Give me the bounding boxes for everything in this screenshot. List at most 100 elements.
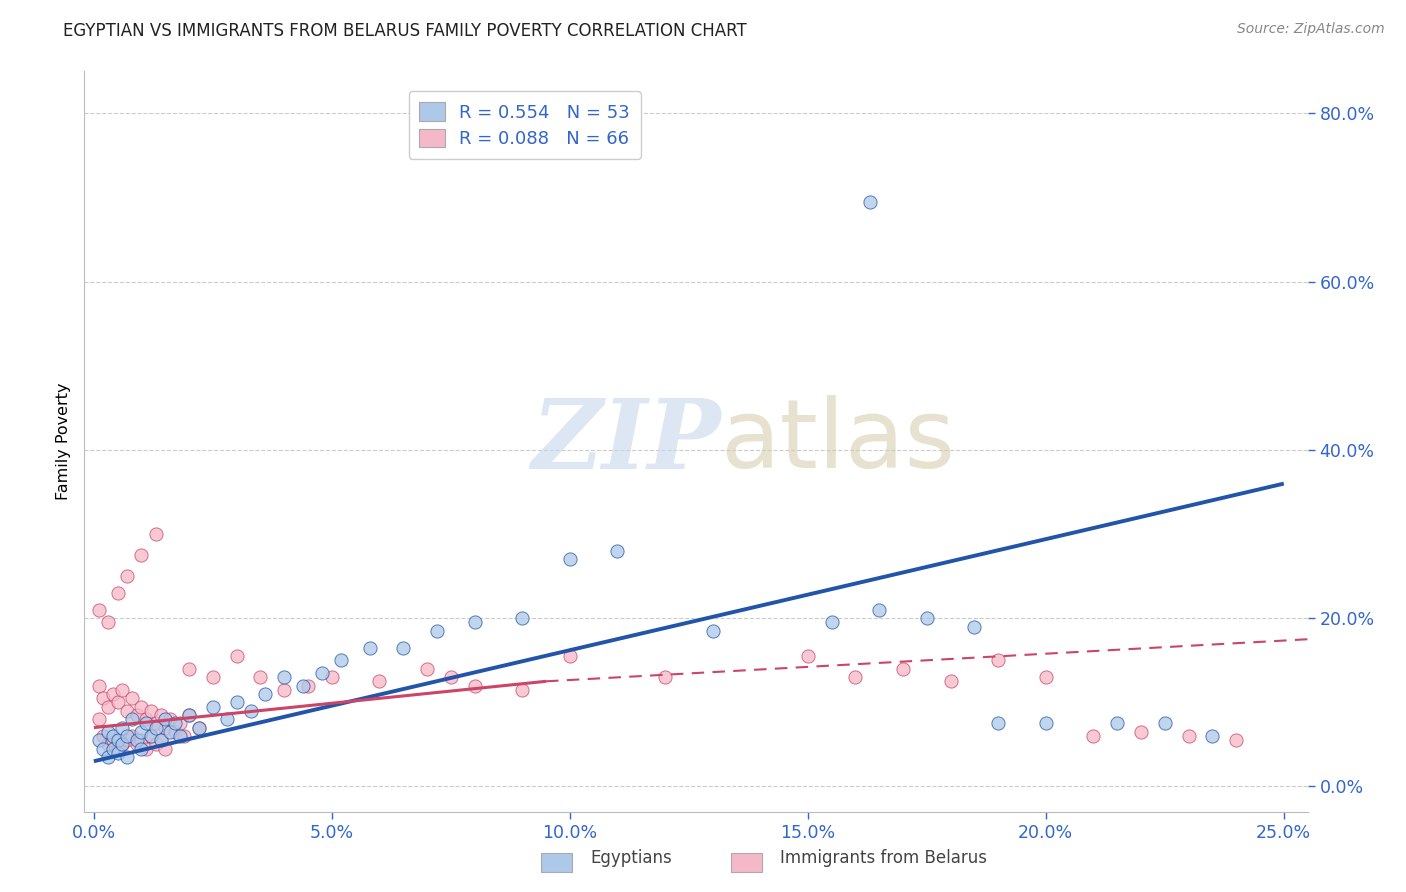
- Point: [145, 527, 167, 541]
- Point: [321, 670, 343, 684]
- Point: [868, 603, 890, 617]
- Point: [97, 738, 120, 752]
- Text: Egyptians: Egyptians: [591, 849, 672, 867]
- Point: [131, 548, 153, 562]
- Point: [107, 733, 129, 747]
- Point: [558, 552, 581, 566]
- Point: [510, 611, 533, 625]
- Point: [187, 721, 209, 735]
- Point: [169, 716, 191, 731]
- Point: [87, 733, 110, 747]
- Point: [1035, 716, 1057, 731]
- Point: [145, 716, 167, 731]
- Point: [1153, 716, 1175, 731]
- Point: [464, 615, 486, 630]
- Point: [101, 741, 124, 756]
- Point: [844, 670, 866, 684]
- Point: [654, 670, 676, 684]
- Point: [111, 738, 134, 752]
- Text: atlas: atlas: [720, 395, 956, 488]
- Point: [87, 712, 110, 726]
- Point: [111, 738, 134, 752]
- Point: [93, 691, 115, 706]
- Point: [163, 724, 186, 739]
- Point: [107, 746, 129, 760]
- Point: [111, 682, 134, 697]
- Point: [1177, 729, 1199, 743]
- Point: [311, 665, 333, 680]
- Point: [149, 733, 172, 747]
- Point: [107, 586, 129, 600]
- Point: [121, 729, 143, 743]
- Point: [149, 733, 172, 747]
- Point: [987, 716, 1010, 731]
- Point: [239, 704, 262, 718]
- Point: [273, 682, 295, 697]
- Point: [416, 662, 439, 676]
- Point: [249, 670, 271, 684]
- Point: [101, 729, 124, 743]
- Point: [859, 194, 882, 209]
- Point: [97, 699, 120, 714]
- Point: [93, 741, 115, 756]
- Point: [107, 695, 129, 709]
- Point: [155, 721, 177, 735]
- Point: [125, 733, 148, 747]
- Point: [115, 569, 138, 583]
- Point: [97, 615, 120, 630]
- Point: [131, 724, 153, 739]
- Point: [155, 712, 177, 726]
- Point: [225, 649, 247, 664]
- Point: [426, 624, 449, 638]
- Point: [292, 679, 315, 693]
- Point: [1130, 724, 1153, 739]
- Point: [139, 729, 162, 743]
- Point: [131, 741, 153, 756]
- Point: [135, 741, 157, 756]
- Point: [1083, 729, 1105, 743]
- Point: [1107, 716, 1129, 731]
- Point: [93, 729, 115, 743]
- Text: ZIP: ZIP: [531, 394, 720, 489]
- Point: [115, 733, 138, 747]
- Point: [702, 624, 724, 638]
- Text: EGYPTIAN VS IMMIGRANTS FROM BELARUS FAMILY POVERTY CORRELATION CHART: EGYPTIAN VS IMMIGRANTS FROM BELARUS FAMI…: [63, 22, 747, 40]
- Point: [820, 615, 842, 630]
- Point: [392, 640, 415, 655]
- Point: [115, 704, 138, 718]
- Point: [101, 733, 124, 747]
- Point: [201, 670, 224, 684]
- Point: [225, 695, 247, 709]
- Point: [558, 649, 581, 664]
- Point: [187, 721, 209, 735]
- Y-axis label: Family Poverty: Family Poverty: [56, 383, 72, 500]
- Point: [87, 679, 110, 693]
- Point: [606, 544, 628, 558]
- Point: [145, 738, 167, 752]
- Point: [297, 679, 319, 693]
- Point: [163, 716, 186, 731]
- Point: [797, 649, 820, 664]
- Point: [155, 741, 177, 756]
- Point: [115, 729, 138, 743]
- Point: [217, 712, 239, 726]
- Point: [121, 712, 143, 726]
- Point: [987, 653, 1010, 667]
- Point: [891, 662, 914, 676]
- Point: [139, 729, 162, 743]
- Point: [177, 708, 200, 723]
- Point: [1225, 733, 1247, 747]
- Point: [97, 724, 120, 739]
- Point: [939, 674, 962, 689]
- Point: [131, 733, 153, 747]
- Point: [201, 699, 224, 714]
- Point: [368, 674, 391, 689]
- Point: [125, 708, 148, 723]
- Point: [963, 619, 986, 633]
- Point: [139, 704, 162, 718]
- Point: [254, 687, 277, 701]
- Point: [173, 729, 195, 743]
- Point: [1035, 670, 1057, 684]
- Point: [135, 716, 157, 731]
- Point: [273, 670, 295, 684]
